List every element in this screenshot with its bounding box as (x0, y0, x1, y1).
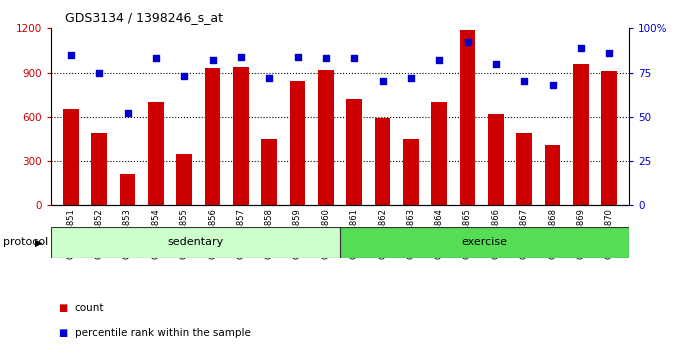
Bar (460, 30, 475, 205)
Bar (601, 71, 617, 205)
Point (349, 56, 360, 61)
Point (575, 45, 586, 51)
Point (150, 56, 161, 61)
Bar (63, 109, 79, 205)
Text: ▶: ▶ (35, 238, 43, 247)
Point (94, 70, 105, 75)
Point (264, 75, 275, 81)
Point (604, 50, 615, 56)
Bar (516, 133, 532, 205)
Point (235, 54, 246, 59)
Text: count: count (75, 303, 104, 313)
Bar (91, 133, 107, 205)
Point (377, 79, 388, 84)
Point (434, 57, 445, 63)
Bar (545, 145, 560, 205)
Bar (148, 102, 164, 205)
Point (207, 57, 218, 63)
Bar (488, 114, 504, 205)
Text: percentile rank within the sample: percentile rank within the sample (75, 328, 251, 338)
Bar (261, 139, 277, 205)
Point (490, 61, 501, 67)
Point (320, 56, 331, 61)
Bar (120, 175, 135, 205)
Bar (176, 154, 192, 205)
Point (405, 75, 416, 81)
Text: protocol: protocol (3, 238, 49, 247)
Bar (375, 118, 390, 205)
Text: ■: ■ (58, 303, 67, 313)
Bar (346, 99, 362, 205)
Bar (403, 139, 419, 205)
Bar (290, 81, 305, 205)
Point (547, 82, 558, 88)
Bar (233, 67, 249, 205)
Bar (318, 70, 334, 205)
Text: exercise: exercise (462, 238, 507, 247)
Bar (205, 68, 220, 205)
Point (292, 54, 303, 59)
Point (122, 110, 133, 116)
Point (179, 73, 190, 79)
Text: sedentary: sedentary (167, 238, 224, 247)
Bar (431, 102, 447, 205)
Point (519, 79, 530, 84)
Point (65, 52, 76, 58)
Bar (340, 227, 629, 258)
Text: ■: ■ (58, 328, 67, 338)
Bar (51, 227, 340, 258)
Point (462, 40, 473, 45)
Text: GDS3134 / 1398246_s_at: GDS3134 / 1398246_s_at (65, 11, 222, 24)
Bar (573, 64, 589, 205)
